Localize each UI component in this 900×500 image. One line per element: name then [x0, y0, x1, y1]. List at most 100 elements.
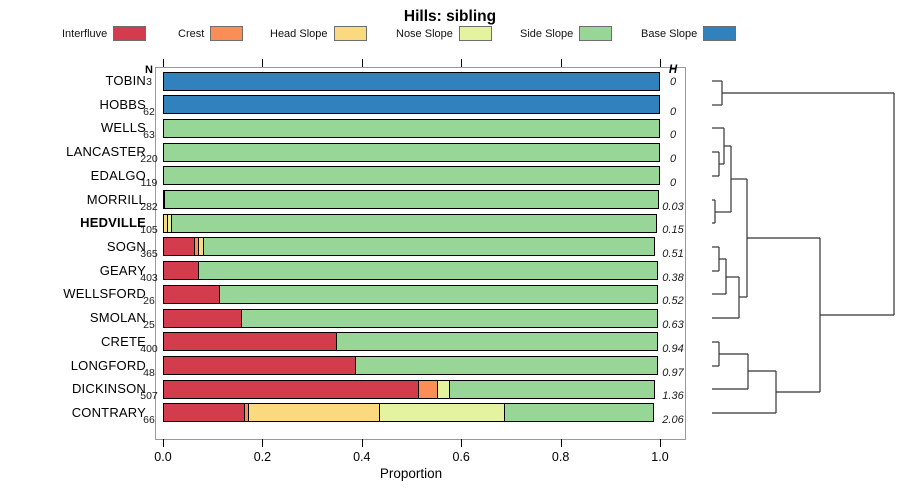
bar-segment-interfluve — [163, 379, 420, 399]
bar-segment-side — [163, 190, 659, 210]
h-value: 2.06 — [662, 414, 684, 426]
bar-segment-nose — [378, 403, 506, 423]
stacked-bar — [163, 95, 660, 115]
n-value: 365 — [140, 248, 158, 260]
bar-segment-side — [218, 284, 659, 304]
stacked-bar — [163, 332, 659, 352]
axis-tick — [660, 439, 661, 447]
n-value: 403 — [140, 271, 158, 284]
legend-label: Crest — [178, 27, 205, 40]
h-value: 0.97 — [662, 366, 684, 379]
series-label: GEARY — [99, 262, 146, 278]
legend-label: Nose Slope — [396, 27, 453, 40]
legend-swatch-side-icon — [579, 26, 613, 41]
series-label: LONGFORD — [70, 357, 146, 373]
legend-swatch-head-icon — [333, 26, 367, 41]
plot-box — [155, 67, 686, 440]
h-value: 0.38 — [662, 271, 684, 284]
chart-title: Hills: sibling — [403, 8, 497, 25]
series-label: WELLS — [100, 120, 146, 136]
bar-segment-side — [163, 166, 660, 186]
series-label: SOGN — [106, 238, 146, 254]
n-value: 26 — [143, 295, 155, 308]
bar-segment-base — [163, 95, 660, 115]
n-column-header: N — [145, 64, 153, 76]
stacked-bar — [163, 356, 659, 376]
axis-tick — [461, 439, 463, 447]
series-label: CRETE — [100, 333, 146, 349]
axis-tick — [163, 59, 164, 67]
axis-tick — [461, 59, 463, 67]
legend-item-side: Side Slope — [520, 26, 613, 41]
series-label: HOBBS — [99, 96, 146, 112]
n-value: 25 — [143, 319, 155, 332]
stacked-bar — [163, 166, 660, 186]
axis-tick — [560, 59, 562, 67]
bar-segment-side — [203, 237, 656, 257]
axis-tick — [262, 439, 264, 447]
n-value: 282 — [140, 200, 158, 213]
bar-segment-crest — [418, 379, 439, 399]
axis-tick-label: 0.4 — [353, 450, 371, 464]
series-label: WELLSFORD — [63, 286, 146, 302]
n-value: 48 — [143, 366, 155, 379]
h-value: 0.51 — [662, 248, 684, 260]
h-value: 0.15 — [662, 224, 684, 237]
stacked-bar — [163, 190, 659, 210]
bar-segment-side — [170, 213, 657, 233]
n-value: 400 — [140, 342, 158, 355]
bar-segment-interfluve — [163, 237, 196, 257]
h-value: 0.94 — [662, 342, 684, 355]
stacked-bar — [163, 261, 659, 281]
bar-segment-side — [449, 379, 656, 399]
axis-tick — [163, 439, 164, 447]
bar-segment-interfluve — [163, 332, 338, 352]
stacked-bar — [163, 118, 660, 138]
n-value: 3 — [146, 76, 152, 88]
n-value: 62 — [143, 105, 155, 118]
axis-tick-label: 0.6 — [452, 450, 470, 464]
series-label: EDALGO — [90, 167, 146, 183]
h-value: 0.52 — [662, 295, 684, 308]
stacked-bar — [163, 142, 660, 162]
bar-segment-head — [248, 403, 381, 423]
legend-item-base: Base Slope — [641, 26, 737, 41]
stacked-bar — [163, 237, 656, 257]
axis-tick-label: 1.0 — [651, 450, 669, 464]
n-value: 63 — [143, 129, 155, 142]
bar-segment-side — [355, 356, 659, 376]
h-column-header: H — [668, 64, 678, 76]
series-label: CONTRARY — [71, 404, 146, 420]
h-value: 0 — [669, 105, 677, 118]
series-label: TOBIN — [105, 73, 146, 88]
legend-label: Base Slope — [641, 27, 698, 40]
h-value: 0 — [669, 76, 677, 88]
series-label: SMOLAN — [89, 310, 146, 326]
stacked-bar — [163, 284, 659, 304]
n-value: 105 — [140, 224, 158, 237]
h-value: 0 — [669, 129, 677, 142]
legend-item-interfluve: Interfluve — [62, 26, 147, 41]
bar-segment-interfluve — [163, 403, 245, 423]
bar-segment-interfluve — [163, 261, 200, 281]
stacked-bar — [163, 403, 654, 423]
axis-tick — [660, 59, 661, 67]
n-value: 507 — [140, 390, 158, 403]
series-label: MORRILL — [86, 191, 146, 207]
axis-tick-label: 0.0 — [154, 450, 172, 464]
axis-tick-label: 0.8 — [551, 450, 570, 464]
legend-swatch-base-icon — [703, 26, 737, 41]
axis-tick — [361, 439, 363, 447]
legend-swatch-nose-icon — [458, 26, 492, 41]
n-value: 66 — [143, 414, 155, 426]
axis-tick — [560, 439, 562, 447]
bar-segment-side — [336, 332, 659, 352]
h-value: 0.63 — [662, 319, 684, 332]
h-value: 0.03 — [662, 200, 684, 213]
legend-item-crest: Crest — [178, 26, 244, 41]
legend-label: Interfluve — [62, 27, 108, 40]
axis-tick — [361, 59, 363, 67]
legend-swatch-interfluve-icon — [113, 26, 147, 41]
legend-label: Head Slope — [270, 27, 328, 40]
